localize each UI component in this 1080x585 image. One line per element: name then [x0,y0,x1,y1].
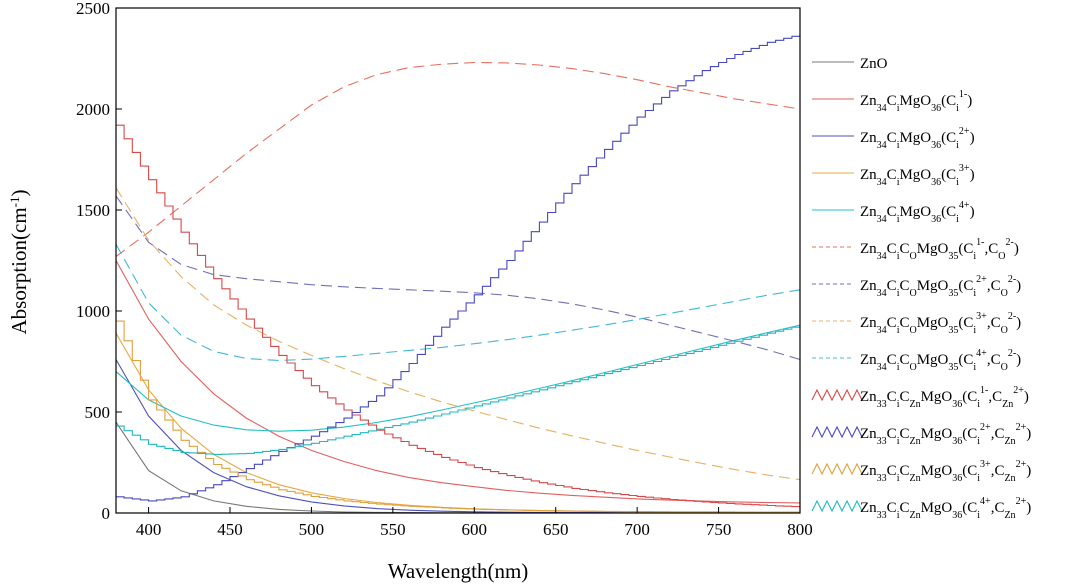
legend-label: Zn34CiCOMgO35(Ci3+,CO2-) [860,311,1021,336]
legend-label: Zn33CiCZnMgO36(Ci1-,CZn2+) [860,385,1029,410]
legend-label: Zn34CiMgO36(Ci2+) [860,126,975,151]
legend-swatch [811,425,863,439]
y-tick-label: 500 [85,403,111,422]
x-tick-label: 700 [624,520,650,539]
series-line-7 [115,195,801,361]
legend-label: ZnO [860,56,888,72]
axes-layer: 400 450 500 550 600 650 700 750 800 0 500 1000 1500 2… [76,0,813,539]
legend-label: Zn33CiCZnMgO36(Ci2+,CZn2+) [860,422,1031,447]
y-tick-label: 2500 [76,0,110,18]
legend-swatch [811,499,863,513]
y-tick-label: 2000 [76,100,110,119]
legend-label: Zn33CiCZnMgO36(Ci3+,CZn2+) [860,459,1031,484]
y-axis-title: Absorption(cm-1) [7,190,31,335]
series-line-10 [116,124,801,508]
series-line-6 [115,61,801,257]
legend-swatch [811,388,863,402]
series-line-13 [116,325,801,455]
series-line-8 [115,187,801,481]
legend-label: Zn34CiMgO36(Ci1-) [860,89,972,114]
series-line-2 [115,260,801,504]
legend: ZnO Zn34CiMgO36(Ci1-) Zn34CiMgO36(Ci2+) Zn3… [811,56,1031,521]
x-tick-label: 650 [543,520,569,539]
series-line-3 [115,359,800,514]
series-line-11 [116,34,801,502]
x-tick-label: 450 [217,520,243,539]
x-tick-label: 750 [706,520,732,539]
y-tick-label: 1000 [76,302,110,321]
legend-label: Zn34CiCOMgO35(Ci4+,CO2-) [860,348,1021,373]
series-line-1 [115,421,800,514]
series-line-5 [115,324,801,432]
y-tick-label: 1500 [76,201,110,220]
x-tick-label: 600 [462,520,488,539]
legend-label: Zn34CiMgO36(Ci4+) [860,200,975,225]
y-tick-label: 0 [102,504,111,523]
plot-frame [115,7,801,514]
series-line-4 [115,332,801,514]
legend-label: Zn33CiCZnMgO36(Ci4+,CZn2+) [860,496,1031,521]
series-layer [115,34,801,514]
series-line-9 [115,244,801,362]
x-tick-label: 550 [380,520,406,539]
x-axis-title: Wavelength(nm) [388,559,529,583]
legend-label: Zn34CiMgO36(Ci3+) [860,163,975,188]
x-tick-label: 800 [787,520,813,539]
legend-swatch [811,462,863,476]
x-tick-label: 400 [136,520,162,539]
legend-label: Zn34CiCOMgO35(Ci2+,CO2-) [860,274,1021,299]
legend-label: Zn34CiCOMgO35(Ci1-,CO2-) [860,237,1019,262]
x-tick-label: 500 [299,520,325,539]
